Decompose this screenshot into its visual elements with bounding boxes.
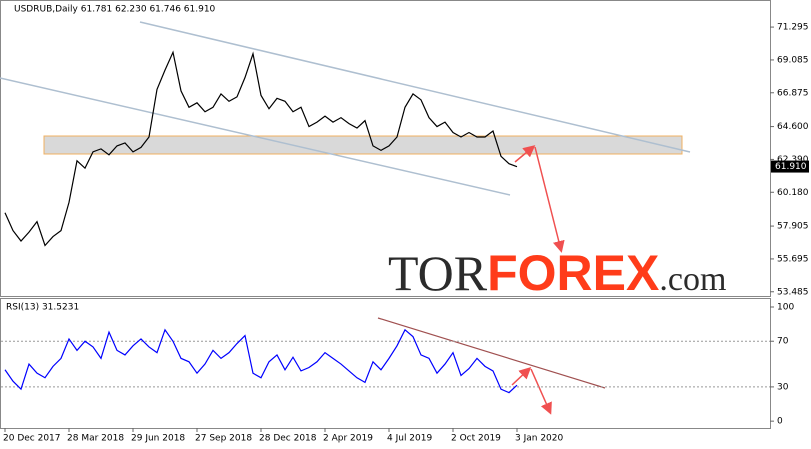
watermark-tor: TOR xyxy=(388,245,488,301)
watermark: TORFOREX.com xyxy=(388,245,726,301)
x-tick-label: 2 Oct 2019 xyxy=(451,434,501,444)
rsi-trend-line xyxy=(377,317,606,389)
channel-line xyxy=(0,77,511,196)
y-tick-label: 30 xyxy=(777,382,789,392)
channel-line xyxy=(139,21,691,153)
last-price-label: 61.910 xyxy=(775,162,807,172)
y-tick-label: 100 xyxy=(777,302,794,312)
x-tick-label: 28 Mar 2018 xyxy=(67,434,124,444)
y-tick-label: 60.180 xyxy=(777,188,809,198)
x-tick-label: 20 Dec 2017 xyxy=(3,434,61,444)
watermark-forex: FOREX xyxy=(487,245,659,301)
rsi-panel xyxy=(0,298,771,429)
y-tick-label: 64.600 xyxy=(777,122,809,132)
y-tick-label: 70 xyxy=(777,337,789,347)
y-tick-label: 62.390 xyxy=(777,155,809,165)
y-tick-label: 0 xyxy=(777,417,783,427)
x-tick-label: 27 Sep 2018 xyxy=(195,434,252,444)
chart-title: USDRUB,Daily 61.781 62.230 61.746 61.910 xyxy=(14,5,216,15)
x-tick-label: 3 Jan 2020 xyxy=(515,434,563,444)
watermark-com: .com xyxy=(659,261,726,298)
y-tick-label: 55.695 xyxy=(777,254,809,264)
x-tick-label: 2 Apr 2019 xyxy=(323,434,373,444)
y-tick-label: 53.485 xyxy=(777,287,809,297)
x-tick-label: 28 Dec 2018 xyxy=(259,434,317,444)
support-zone xyxy=(43,135,683,155)
price-line xyxy=(4,50,518,247)
x-tick-label: 29 Jun 2018 xyxy=(131,434,185,444)
y-tick-label: 71.295 xyxy=(777,23,809,33)
y-tick-label: 66.875 xyxy=(777,88,809,98)
y-tick-label: 69.085 xyxy=(777,55,809,65)
x-tick-label: 4 Jul 2019 xyxy=(387,434,432,444)
rsi-title: RSI(13) 31.5231 xyxy=(6,303,79,313)
forecast-arrows xyxy=(511,145,565,415)
price-panel xyxy=(0,0,771,297)
y-tick-label: 57.905 xyxy=(777,222,809,232)
price-line xyxy=(4,328,518,394)
last-price-box xyxy=(771,160,809,173)
